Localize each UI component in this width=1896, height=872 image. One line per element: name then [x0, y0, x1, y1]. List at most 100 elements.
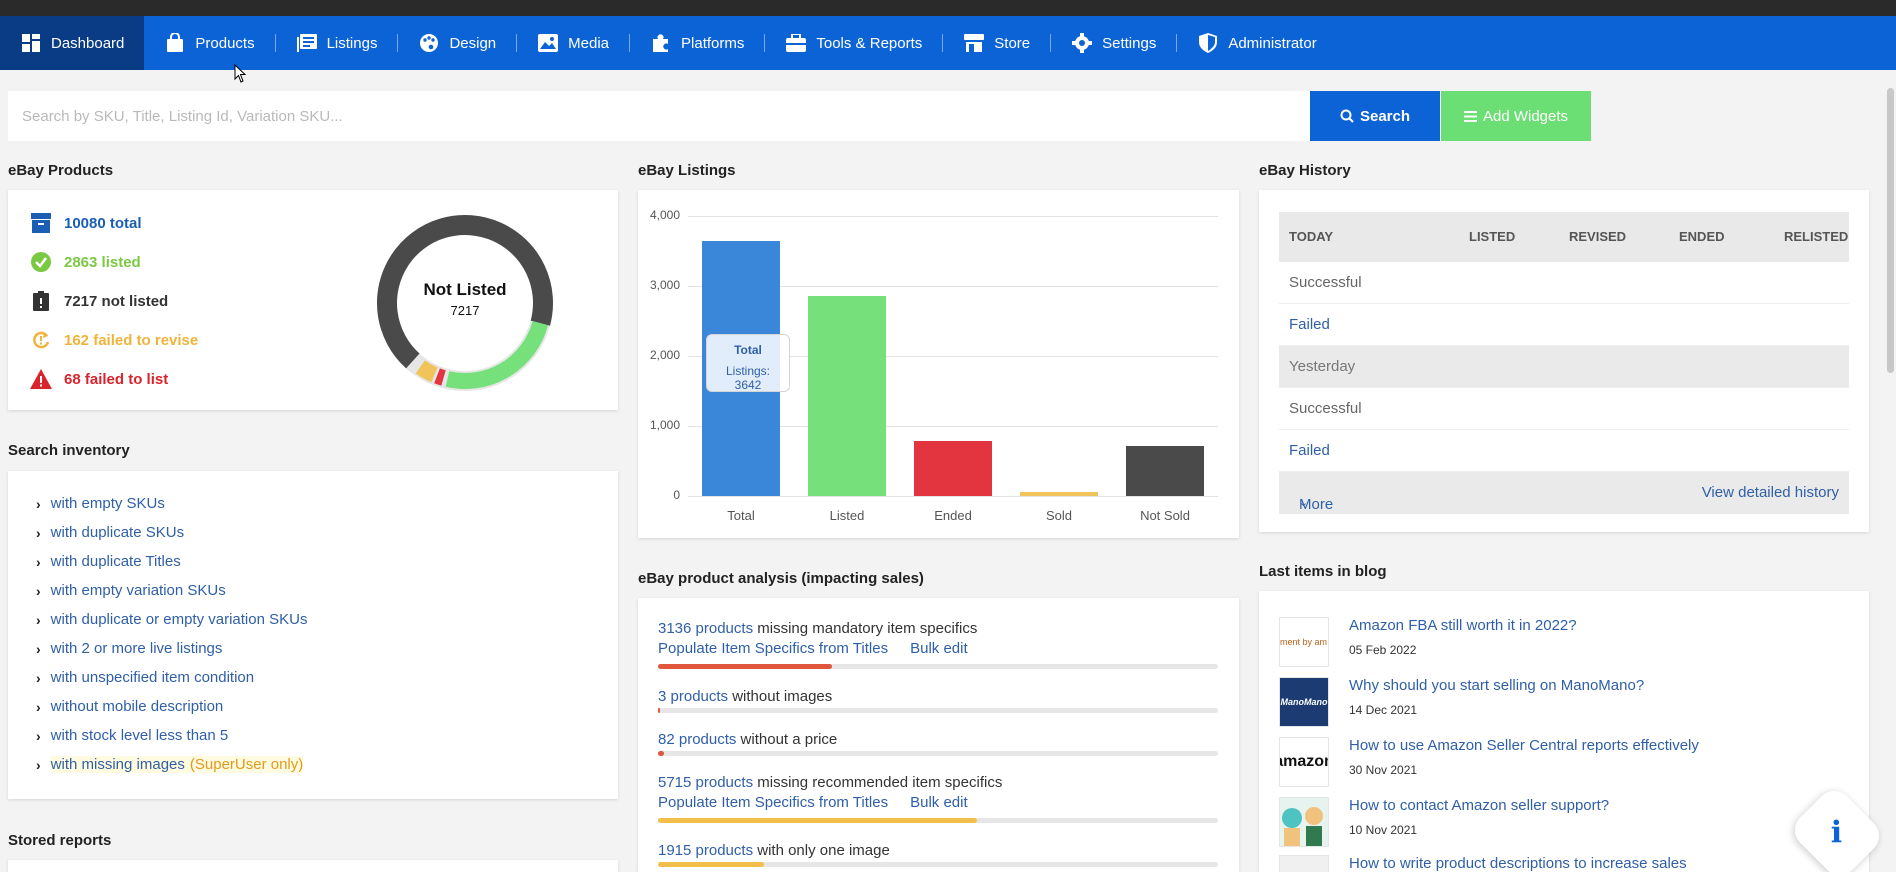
analysis-count-link[interactable]: 5715 products: [658, 774, 754, 791]
analysis-count-link[interactable]: 3136 products: [658, 620, 754, 637]
stat-total[interactable]: 10080 total: [30, 212, 142, 234]
blog-item[interactable]: amazon How to use Amazon Seller Central …: [1279, 735, 1849, 791]
inventory-item[interactable]: › with empty SKUs: [36, 495, 165, 512]
history-row-label[interactable]: Failed: [1289, 316, 1330, 333]
analysis-progress-track: [658, 862, 1218, 867]
inventory-item[interactable]: › with empty variation SKUs: [36, 582, 226, 599]
nav-settings[interactable]: Settings: [1051, 16, 1176, 70]
search-bar: Search Add Widgets: [8, 91, 1591, 141]
nav-media[interactable]: Media: [517, 16, 629, 70]
inventory-item[interactable]: › with missing images (SuperUser only): [36, 756, 304, 773]
blog-item[interactable]: How to write product descriptions to inc…: [1279, 853, 1849, 872]
ebay-listings-title: eBay Listings: [638, 162, 736, 179]
stat-text: 10080 total: [64, 214, 142, 232]
chevron-right-icon: ›: [36, 727, 41, 744]
chart-gridline: [688, 356, 1218, 357]
nav-products[interactable]: Products: [144, 16, 274, 70]
view-detailed-history-link[interactable]: View detailed history: [1701, 484, 1839, 501]
inventory-item[interactable]: › with 2 or more live listings: [36, 640, 222, 657]
analysis-progress-track: [658, 818, 1218, 823]
thumb-text: ment by am: [1280, 637, 1328, 647]
donut-segment-failed-revise: [415, 360, 438, 383]
chart-bar-listed[interactable]: [808, 295, 886, 496]
blog-item-date: 05 Feb 2022: [1349, 643, 1417, 657]
chart-bar-sold[interactable]: [1020, 491, 1098, 496]
search-button[interactable]: Search: [1310, 91, 1440, 141]
inventory-item[interactable]: › with unspecified item condition: [36, 669, 254, 686]
nav-listings[interactable]: Listings: [276, 16, 398, 70]
add-widgets-button[interactable]: Add Widgets: [1441, 91, 1591, 141]
analysis-text: without a price: [736, 731, 838, 748]
populate-specifics-link[interactable]: Populate Item Specifics from Titles: [658, 640, 889, 657]
blog-item-title[interactable]: Why should you start selling on ManoMano…: [1349, 677, 1645, 694]
blog-thumbnail: amazon: [1279, 737, 1329, 787]
chart-x-tick: Sold: [1045, 508, 1073, 523]
palette-icon: [418, 32, 440, 54]
nav-separator: [1050, 34, 1052, 52]
nav-dashboard[interactable]: Dashboard: [0, 16, 145, 70]
inventory-item[interactable]: › without mobile description: [36, 698, 223, 715]
nav-label: Administrator: [1228, 34, 1317, 52]
page-scrollbar[interactable]: [1887, 88, 1894, 373]
blog-item[interactable]: ManoMano Why should you start selling on…: [1279, 675, 1849, 731]
nav-platforms[interactable]: Platforms: [630, 16, 764, 70]
inventory-item-label: with unspecified item condition: [50, 669, 255, 686]
search-input[interactable]: [8, 91, 1310, 141]
inventory-item[interactable]: › with stock level less than 5: [36, 727, 228, 744]
blog-item-title[interactable]: How to contact Amazon seller support?: [1349, 797, 1610, 814]
blog-item[interactable]: ment by am Amazon FBA still worth it in …: [1279, 615, 1849, 671]
blog-item-title[interactable]: How to use Amazon Seller Central reports…: [1349, 737, 1699, 754]
stat-failed-revise[interactable]: 162 failed to revise: [30, 329, 198, 351]
analysis-progress-fill: [658, 751, 664, 756]
inventory-item[interactable]: › with duplicate Titles: [36, 553, 181, 570]
stat-not-listed[interactable]: 7217 not listed: [30, 290, 168, 312]
bulk-edit-link[interactable]: Bulk edit: [910, 794, 968, 811]
stat-listed[interactable]: 2863 listed: [30, 251, 141, 273]
history-row[interactable]: Failed: [1279, 430, 1849, 472]
nav-administrator[interactable]: Administrator: [1177, 16, 1336, 70]
listings-icon: [296, 32, 318, 54]
analysis-progress-track: [658, 708, 1218, 713]
nav-separator: [516, 34, 518, 52]
nav-tools-reports[interactable]: Tools & Reports: [765, 16, 942, 70]
nav-separator: [629, 34, 631, 52]
stat-text: 7217 not listed: [64, 292, 169, 310]
inventory-item[interactable]: › with duplicate SKUs: [36, 524, 184, 541]
history-row[interactable]: Failed: [1279, 304, 1849, 346]
chevron-right-icon: ›: [36, 698, 41, 715]
blog-item-title[interactable]: Amazon FBA still worth it in 2022?: [1349, 617, 1577, 634]
analysis-count-link[interactable]: 3 products: [658, 688, 729, 705]
bulk-edit-link[interactable]: Bulk edit: [910, 640, 968, 657]
nav-design[interactable]: Design: [398, 16, 516, 70]
chart-gridline: [688, 216, 1218, 217]
ebay-products-title: eBay Products: [8, 162, 114, 179]
warning-icon: [30, 368, 52, 390]
history-row: Successful: [1279, 262, 1849, 304]
stat-failed-list[interactable]: 68 failed to list: [30, 368, 168, 390]
chart-bar-ended[interactable]: [914, 441, 992, 496]
thumb-text: amazon: [1280, 753, 1328, 770]
inventory-item-label: with missing images: [50, 756, 185, 773]
analysis-count-link[interactable]: 1915 products: [658, 842, 754, 859]
bag-icon: [164, 32, 186, 54]
analysis-count-link[interactable]: 82 products: [658, 731, 737, 748]
chart-y-tick: 4,000: [649, 208, 680, 222]
nav-label: Platforms: [681, 34, 745, 52]
history-row: Successful: [1279, 388, 1849, 430]
history-row-label[interactable]: Failed: [1289, 442, 1330, 459]
chart-bar-not-sold[interactable]: [1126, 445, 1204, 496]
nav-store[interactable]: Store: [943, 16, 1050, 70]
populate-specifics-link[interactable]: Populate Item Specifics from Titles: [658, 794, 889, 811]
blog-item[interactable]: How to contact Amazon seller support? 10…: [1279, 795, 1849, 851]
analysis-progress-fill: [658, 818, 978, 823]
history-col-today: TODAY: [1289, 229, 1334, 244]
tooltip-value: Listings: 3642: [725, 364, 771, 392]
history-footer: More ⌄ View detailed history: [1279, 472, 1849, 514]
chevron-right-icon: ›: [36, 524, 41, 541]
inventory-item[interactable]: › with duplicate or empty variation SKUs: [36, 611, 307, 628]
blog-item-title[interactable]: How to write product descriptions to inc…: [1349, 855, 1687, 872]
inventory-item-label: with duplicate SKUs: [50, 524, 185, 541]
box-icon: [30, 212, 52, 234]
products-donut-chart[interactable]: [372, 210, 558, 396]
history-group-row: Yesterday: [1279, 346, 1849, 388]
